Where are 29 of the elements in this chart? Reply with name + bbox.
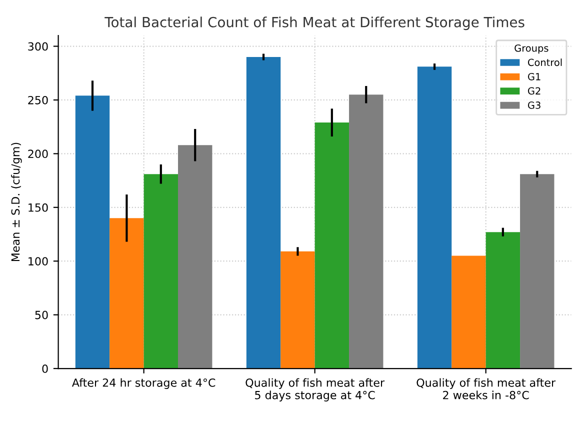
y-tick-label: 100: [28, 257, 48, 266]
bar: [246, 57, 281, 369]
bar: [452, 256, 486, 369]
y-tick-label: 200: [28, 150, 48, 158]
x-tick-label: After 24 hr storage at 4°C: [72, 378, 216, 389]
bar: [75, 96, 110, 369]
legend-label: Control: [528, 58, 562, 66]
legend-label: G1: [528, 72, 540, 80]
legend-label: G3: [528, 102, 540, 109]
x-tick-label: Quality of fish meat after 2 weeks in -8°C: [416, 378, 556, 400]
chart-title: Total Bacterial Count of Fish Meat at Different Storage Times: [104, 16, 524, 30]
bar: [417, 66, 452, 369]
bar: [144, 174, 178, 369]
bar: [486, 232, 520, 369]
legend-label: G2: [528, 87, 540, 95]
y-tick-label: 150: [28, 203, 48, 212]
bar: [178, 145, 212, 369]
legend-title: Groups: [514, 44, 548, 54]
y-tick-label: 50: [35, 310, 48, 320]
y-tick-label: 300: [28, 42, 48, 51]
y-axis-title: Mean ± S.D. (cfu/gm): [11, 142, 22, 262]
x-tick-label: Quality of fish meat after 5 days storage at 4°C: [246, 378, 385, 402]
bar: [349, 94, 384, 369]
bar: [110, 218, 144, 369]
y-tick-label: 0: [42, 364, 48, 373]
y-tick-label: 250: [28, 96, 48, 104]
bar: [520, 174, 554, 369]
bar: [280, 251, 315, 369]
bar: [314, 122, 350, 369]
